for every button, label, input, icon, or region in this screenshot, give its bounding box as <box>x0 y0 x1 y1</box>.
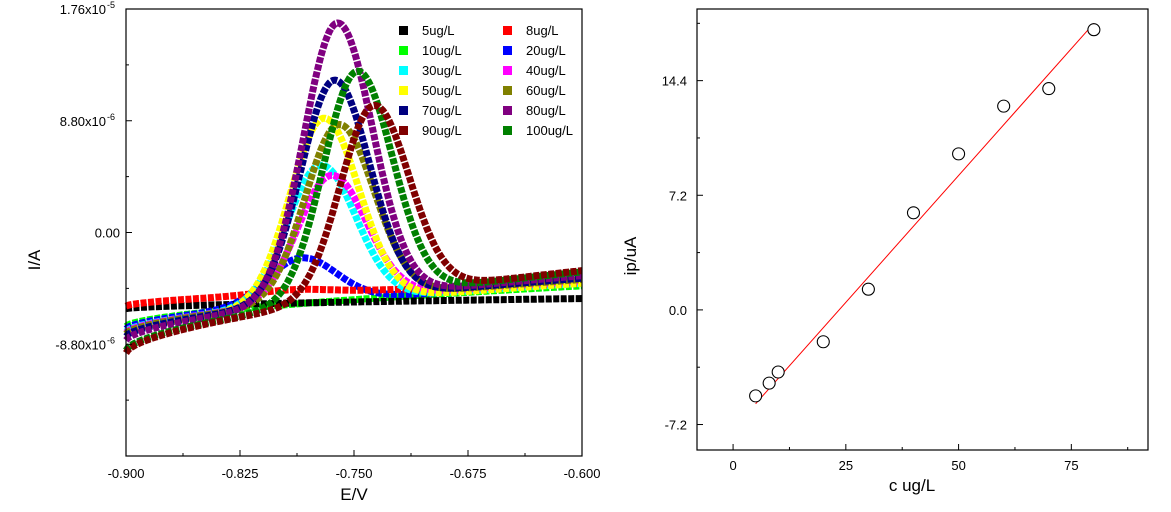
series-line-90ug/L <box>123 101 584 356</box>
right-x-tick-label: 25 <box>839 458 853 473</box>
legend-label: 90ug/L <box>422 123 462 138</box>
legend-swatch <box>399 26 408 35</box>
data-point <box>749 389 763 403</box>
data-point <box>997 99 1011 113</box>
legend-swatch <box>503 26 512 35</box>
series-line-40ug/L <box>123 171 584 336</box>
data-point <box>1087 23 1101 37</box>
left-y-tick-exponent: -6 <box>107 112 115 122</box>
legend-label: 40ug/L <box>526 63 566 78</box>
voltammogram-chart: -0.900 -0.825 -0.750 -0.675 -0.600 1.76x10 -5 8… <box>25 0 600 504</box>
data-point <box>771 365 785 379</box>
right-y-tick-label: 14.4 <box>662 74 687 89</box>
legend-swatch <box>503 66 512 75</box>
legend-swatch <box>399 106 408 115</box>
right-y-tick-label: -7.2 <box>665 418 687 433</box>
left-x-tick-label: -0.825 <box>222 466 259 481</box>
left-y-tick-label: 8.80x10 <box>60 114 106 129</box>
legend-label: 10ug/L <box>422 43 462 58</box>
legend-label: 100ug/L <box>526 123 573 138</box>
legend-swatch <box>399 66 408 75</box>
data-point <box>762 376 776 390</box>
right-x-axis-label: c ug/L <box>889 476 935 495</box>
right-y-tick-label: 0.0 <box>669 303 687 318</box>
legend-swatch <box>503 106 512 115</box>
left-x-tick-label: -0.675 <box>450 466 487 481</box>
legend-swatch <box>399 46 408 55</box>
data-point <box>816 335 830 349</box>
left-y-tick-exponent: -5 <box>107 0 115 10</box>
data-point <box>1042 82 1056 96</box>
left-axis-ticks: -0.900 -0.825 -0.750 -0.675 -0.600 1.76x10 -5 8… <box>55 0 600 481</box>
calibration-points <box>749 23 1101 403</box>
left-x-tick-label: -0.900 <box>108 466 145 481</box>
right-axis-ticks: 0 25 50 75 -7.2 0.0 7.2 14.4 <box>662 22 1129 473</box>
legend-label: 5ug/L <box>422 23 455 38</box>
left-y-tick-exponent: -6 <box>107 335 115 345</box>
legend-label: 30ug/L <box>422 63 462 78</box>
left-y-tick-label: 0.00 <box>95 226 120 241</box>
series-line-8ug/L <box>124 279 584 310</box>
right-x-tick-label: 0 <box>729 458 736 473</box>
voltammogram-legend: 5ug/L 8ug/L 10ug/L 20ug/L 30ug/L 40ug/L 50ug/L… <box>399 23 573 138</box>
left-y-tick-label: 1.76x10 <box>60 2 106 17</box>
calibration-chart: 0 25 50 75 -7.2 0.0 7.2 14.4 c ug/L ip/uA <box>621 8 1149 495</box>
left-x-axis-label: E/V <box>340 485 368 504</box>
right-x-tick-label: 75 <box>1064 458 1078 473</box>
data-point <box>861 282 875 296</box>
voltammogram-curves <box>123 19 584 356</box>
left-x-tick-label: -0.750 <box>336 466 373 481</box>
series-line-100ug/L <box>123 67 584 353</box>
legend-swatch <box>399 126 408 135</box>
series-line-5ug/L <box>124 295 584 313</box>
legend-swatch <box>503 46 512 55</box>
right-y-axis-label: ip/uA <box>621 236 640 275</box>
right-y-tick-label: 7.2 <box>669 188 687 203</box>
left-y-tick-label: -8.80x10 <box>55 337 106 352</box>
data-point <box>906 206 921 220</box>
left-x-tick-label: -0.600 <box>564 466 601 481</box>
right-plot-frame <box>696 8 1149 451</box>
fit-line <box>755 22 1095 405</box>
right-x-tick-label: 50 <box>951 458 965 473</box>
legend-swatch <box>503 126 512 135</box>
legend-label: 50ug/L <box>422 83 462 98</box>
legend-label: 20ug/L <box>526 43 566 58</box>
calibration-fit-line-group <box>755 22 1095 405</box>
legend-swatch <box>399 86 408 95</box>
left-y-axis-label: I/A <box>25 249 44 270</box>
legend-label: 60ug/L <box>526 83 566 98</box>
legend-label: 80ug/L <box>526 103 566 118</box>
data-point <box>952 147 966 161</box>
legend-label: 70ug/L <box>422 103 462 118</box>
legend-swatch <box>503 86 512 95</box>
legend-label: 8ug/L <box>526 23 559 38</box>
